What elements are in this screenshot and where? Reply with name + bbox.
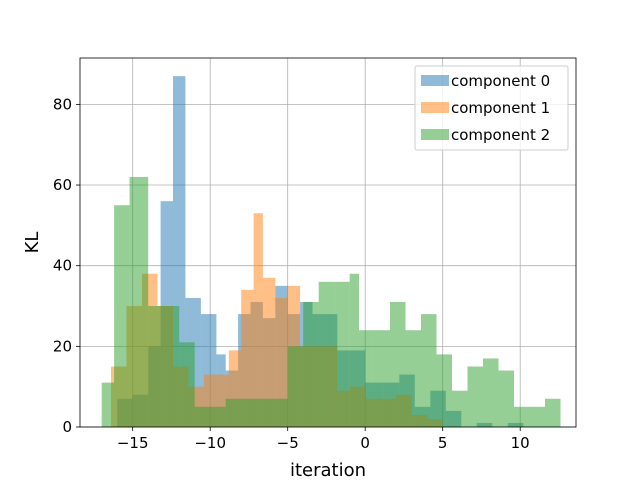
y-tick-label: 60 bbox=[53, 176, 72, 194]
histogram-bar bbox=[545, 399, 561, 427]
y-tick-label: 40 bbox=[53, 257, 72, 275]
histogram-bar bbox=[452, 391, 468, 427]
x-tick-label: −10 bbox=[194, 434, 226, 452]
histogram-bar bbox=[226, 399, 242, 427]
histogram-bar bbox=[303, 302, 319, 427]
histogram-bar bbox=[359, 330, 371, 427]
histogram-bar bbox=[468, 367, 484, 427]
histogram-bar bbox=[499, 371, 515, 427]
histogram-bar bbox=[272, 399, 288, 427]
legend-swatch bbox=[421, 129, 449, 140]
histogram-bar bbox=[319, 282, 335, 427]
histogram-bar bbox=[241, 399, 257, 427]
legend: component 0 component 1 component 2 bbox=[415, 66, 568, 150]
histogram-bar bbox=[483, 358, 499, 427]
y-tick-label: 20 bbox=[53, 337, 72, 355]
histogram-bar bbox=[334, 282, 350, 427]
x-tick-label: 0 bbox=[360, 434, 370, 452]
legend-label: component 1 bbox=[451, 99, 550, 117]
histogram-bar bbox=[257, 399, 273, 427]
legend-swatch bbox=[421, 102, 449, 113]
histogram-bar bbox=[114, 205, 130, 427]
histogram-bar bbox=[288, 346, 304, 427]
histogram-bar bbox=[371, 330, 390, 427]
y-tick-label: 0 bbox=[62, 418, 72, 436]
histogram-bar bbox=[195, 407, 211, 427]
histogram-bar bbox=[102, 383, 114, 427]
histogram-bar bbox=[350, 274, 359, 427]
histogram-bar bbox=[514, 407, 530, 427]
y-axis-label: KL bbox=[22, 232, 43, 254]
histogram-bar bbox=[437, 354, 453, 427]
y-tick-label: 80 bbox=[53, 95, 72, 113]
histogram-bar bbox=[164, 306, 180, 427]
histogram-bar bbox=[210, 407, 226, 427]
histogram-bar bbox=[254, 213, 263, 427]
legend-label: component 2 bbox=[451, 126, 550, 144]
x-tick-label: 5 bbox=[438, 434, 448, 452]
x-tick-label: 10 bbox=[511, 434, 530, 452]
histogram-bar bbox=[130, 177, 149, 427]
legend-label: component 0 bbox=[451, 72, 550, 90]
histogram-bar bbox=[530, 407, 546, 427]
x-tick-label: −15 bbox=[117, 434, 149, 452]
legend-swatch bbox=[421, 75, 449, 86]
histogram-bar bbox=[148, 306, 164, 427]
x-axis-label: iteration bbox=[290, 460, 366, 480]
histogram-bar bbox=[421, 314, 437, 427]
x-tick-label: −5 bbox=[277, 434, 299, 452]
histogram-bar bbox=[390, 302, 406, 427]
histogram-bar bbox=[179, 342, 195, 427]
histogram-bar bbox=[406, 330, 422, 427]
histogram-chart: −15 −10 −5 0 5 10 0 20 40 60 80 iteration KL compo… bbox=[0, 0, 640, 480]
